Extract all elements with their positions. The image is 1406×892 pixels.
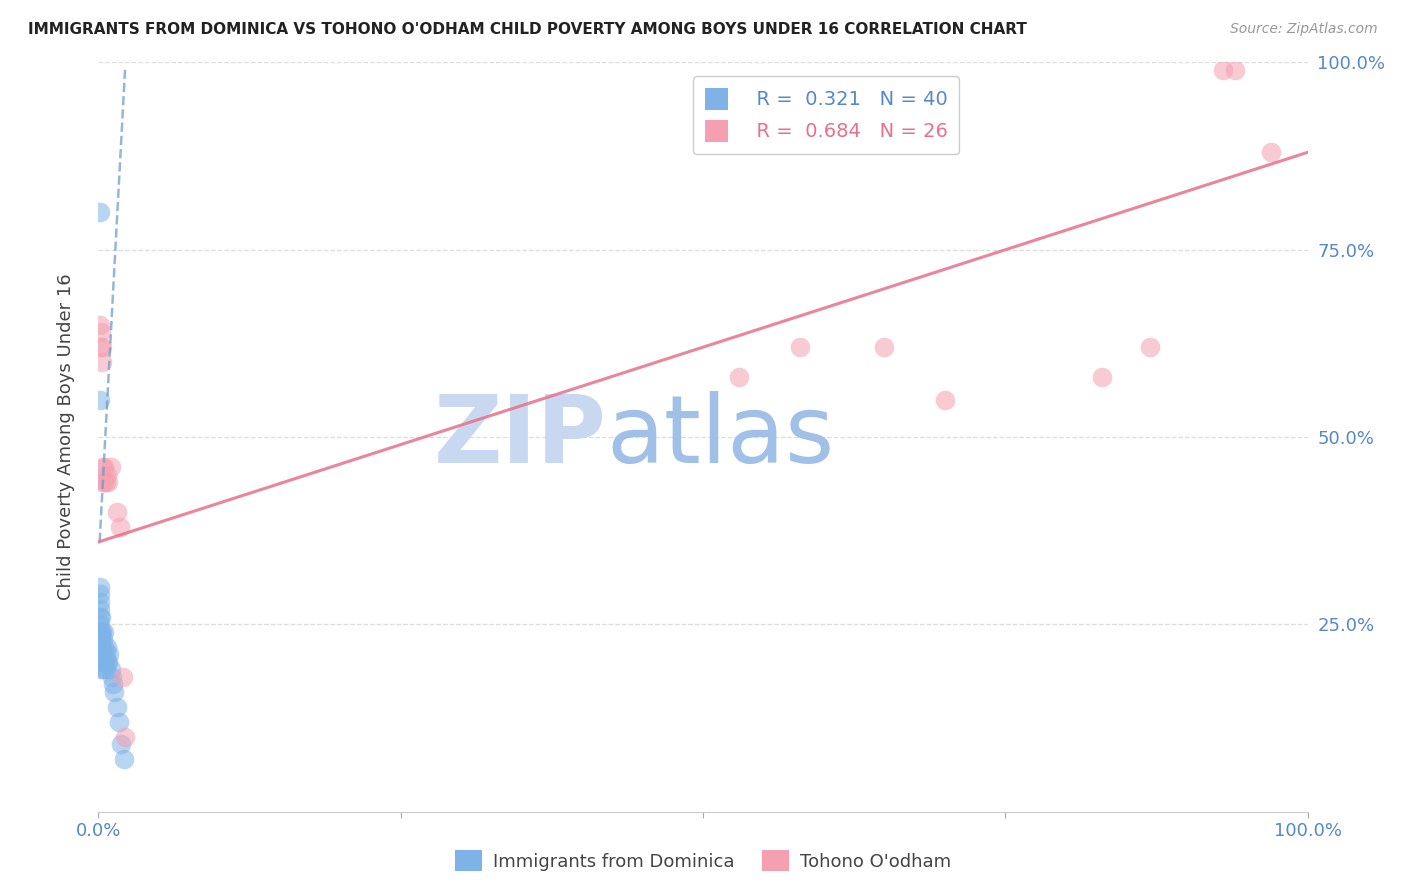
Point [91,640,114,654]
Point [91,632,114,647]
Point [89,602,111,616]
Point [90,340,112,354]
Point [89,640,111,654]
Legend:   R =  0.321   N = 40,   R =  0.684   N = 26: R = 0.321 N = 40, R = 0.684 N = 26 [693,76,959,154]
Point [108,714,131,729]
Point [89,648,111,662]
Point [1091,370,1114,384]
Point [89,617,111,632]
Point [94,662,117,676]
Point [1260,145,1282,160]
Point [91,624,114,639]
Point [89,580,111,594]
Point [103,685,125,699]
Point [90,648,112,662]
Text: IMMIGRANTS FROM DOMINICA VS TOHONO O'ODHAM CHILD POVERTY AMONG BOYS UNDER 16 COR: IMMIGRANTS FROM DOMINICA VS TOHONO O'ODH… [28,22,1026,37]
Legend: Immigrants from Dominica, Tohono O'odham: Immigrants from Dominica, Tohono O'odham [449,843,957,879]
Point [97,475,120,489]
Point [112,752,135,766]
Point [94,648,117,662]
Text: ZIP: ZIP [433,391,606,483]
Point [96,655,118,669]
Point [93,640,115,654]
Point [91,475,114,489]
Text: Source: ZipAtlas.com: Source: ZipAtlas.com [1230,22,1378,37]
Point [98,648,121,662]
Point [100,670,122,684]
Point [96,467,118,482]
Point [89,610,111,624]
Point [91,648,114,662]
Point [93,624,115,639]
Point [89,595,111,609]
Point [91,355,114,369]
Point [89,205,111,219]
Point [91,662,114,676]
Point [89,392,111,407]
Point [108,520,131,534]
Point [90,610,112,624]
Point [90,632,112,647]
Point [93,475,115,489]
Point [90,624,112,639]
Point [91,655,114,669]
Point [91,340,114,354]
Point [105,699,128,714]
Point [96,640,118,654]
Point [97,655,120,669]
Point [1212,62,1234,77]
Point [873,340,896,354]
Point [89,587,111,601]
Point [101,677,124,691]
Point [114,730,136,744]
Point [89,624,111,639]
Point [90,662,112,676]
Point [93,655,115,669]
Point [89,318,111,332]
Point [90,325,112,339]
Point [89,632,111,647]
Point [93,460,115,475]
Point [111,670,134,684]
Point [110,737,132,751]
Y-axis label: Child Poverty Among Boys Under 16: Child Poverty Among Boys Under 16 [56,274,75,600]
Point [1139,340,1161,354]
Text: atlas: atlas [606,391,835,483]
Point [1223,62,1246,77]
Point [100,662,122,676]
Point [934,392,956,407]
Point [94,475,117,489]
Point [728,370,751,384]
Point [789,340,811,354]
Point [100,460,122,475]
Point [105,505,128,519]
Point [91,460,114,475]
